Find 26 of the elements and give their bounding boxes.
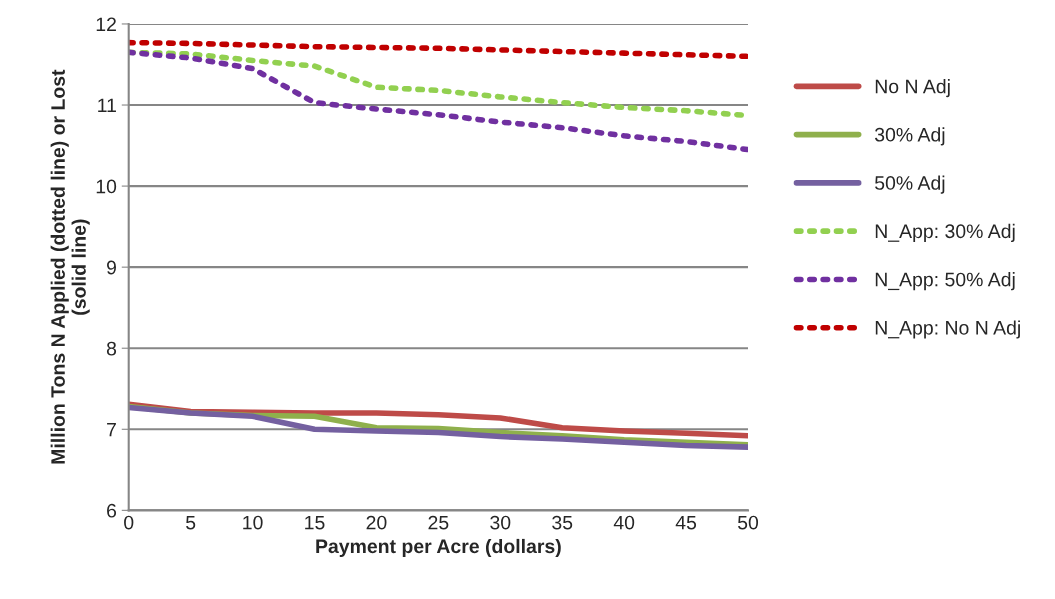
- y-tick-label: 8: [106, 341, 117, 356]
- legend-label: N_App: No N Adj: [875, 320, 1020, 339]
- y-tick-label: 11: [98, 98, 116, 113]
- x-tick-label: 30: [490, 515, 511, 530]
- legend-label: No N Adj: [875, 79, 950, 98]
- y-tick-label: 6: [107, 503, 117, 518]
- legend-label: N_App: 30% Adj: [875, 223, 1015, 242]
- x-tick-label: 35: [552, 515, 573, 530]
- legend-label: 30% Adj: [874, 127, 945, 146]
- x-tick-label: 10: [243, 515, 263, 530]
- x-tick-label: 15: [305, 515, 325, 530]
- y-tick-label: 7: [107, 422, 116, 437]
- y-tick-label: 10: [96, 179, 117, 194]
- x-axis-title: Payment per Acre (dollars): [316, 538, 561, 558]
- legend-label: 50% Adj: [875, 175, 945, 194]
- y-axis-title: Million Tons N Applied (dotted line) or Lost (solid line): [50, 69, 90, 464]
- x-tick-label: 25: [428, 515, 449, 530]
- legend-label: N_App: 50% Adj: [875, 272, 1015, 291]
- x-tick-label: 0: [124, 515, 134, 530]
- y-tick-label: 12: [96, 17, 116, 32]
- x-tick-label: 40: [613, 515, 635, 530]
- x-tick-label: 5: [186, 515, 196, 530]
- x-tick-label: 20: [366, 515, 387, 530]
- y-tick-label: 9: [107, 260, 116, 275]
- x-tick-label: 45: [675, 515, 697, 530]
- x-tick-label: 50: [737, 515, 759, 530]
